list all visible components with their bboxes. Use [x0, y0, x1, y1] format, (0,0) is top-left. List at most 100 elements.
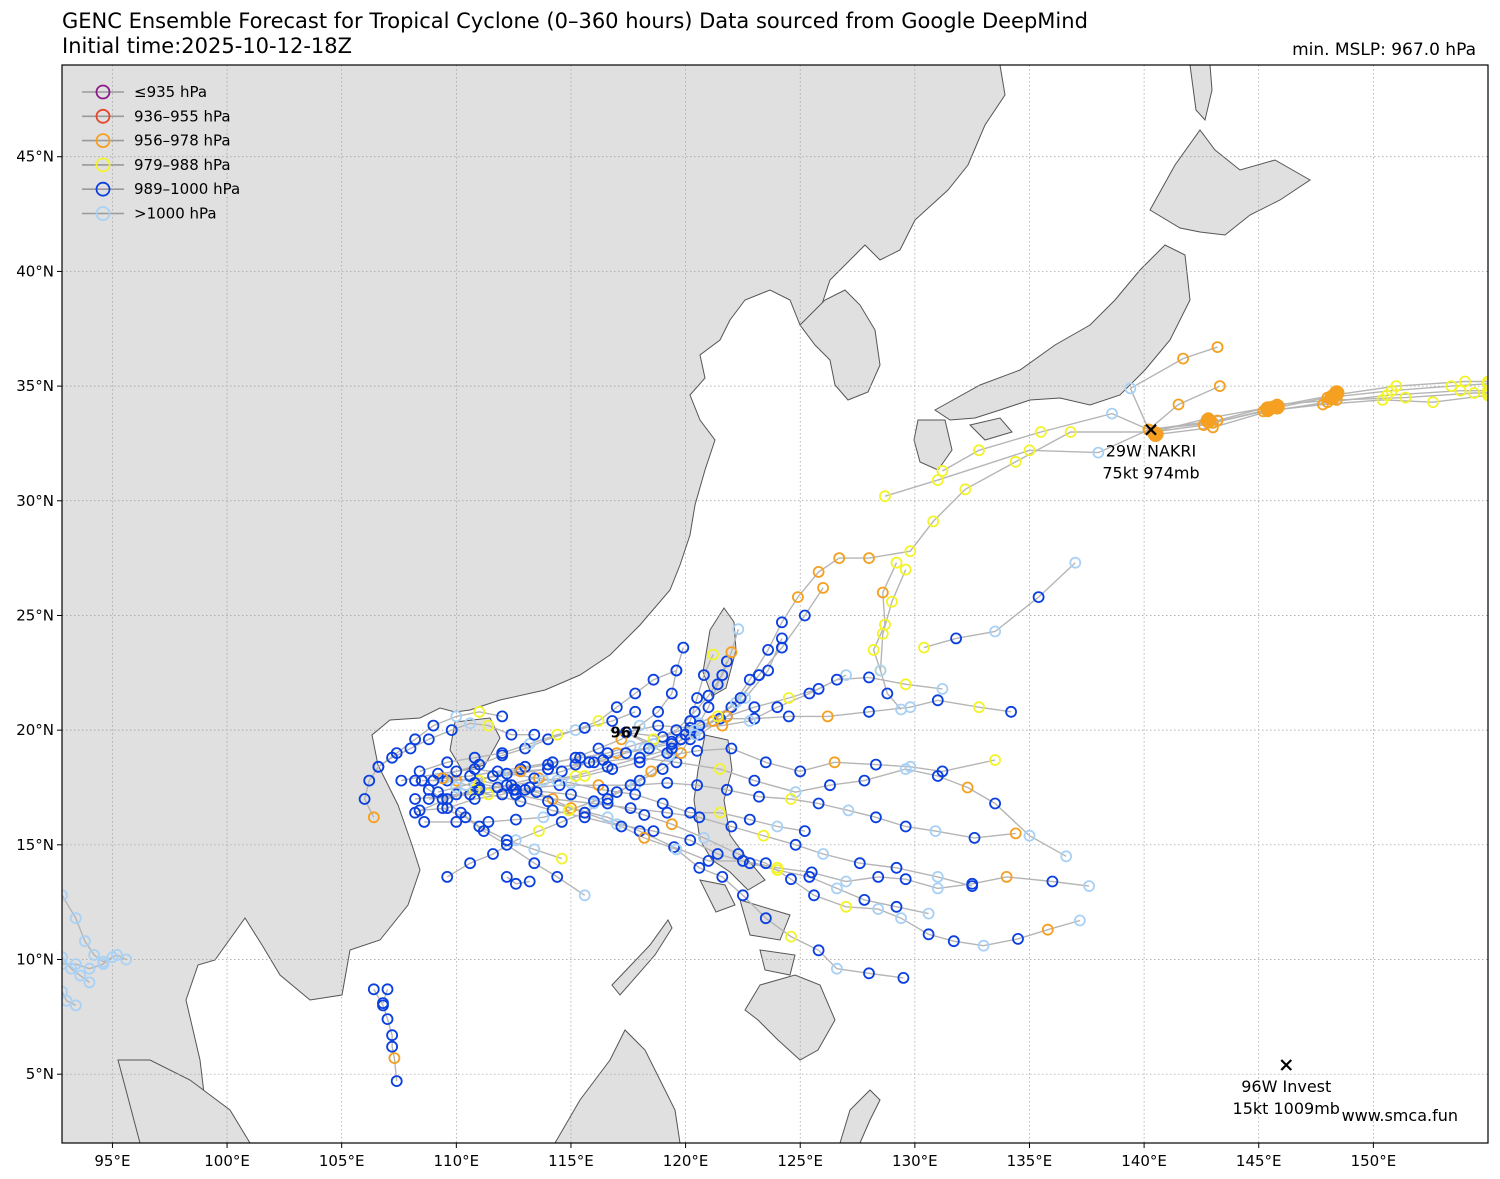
lon-tick-label: 105°E [319, 1152, 365, 1170]
land-shikoku [969, 417, 1013, 441]
track-point [514, 795, 527, 808]
track-point [1390, 380, 1403, 393]
track-point [1482, 389, 1488, 402]
track-point [931, 474, 944, 487]
track-point [702, 855, 715, 867]
track-point [897, 972, 910, 984]
min-mslp-label: min. MSLP: 967.0 hPa [1292, 40, 1476, 60]
land-sulawesi [839, 1089, 881, 1143]
land-borneo [554, 1029, 681, 1143]
track-point [578, 806, 591, 819]
track-point [879, 490, 891, 503]
legend-marker [95, 108, 111, 124]
track-point [693, 861, 706, 874]
lon-tick-label: 140°E [1121, 1152, 1167, 1170]
track-point [601, 793, 614, 805]
track-point [1023, 829, 1036, 842]
track-point [670, 756, 683, 769]
track-point [372, 760, 385, 773]
track-point [840, 900, 852, 913]
track-point [927, 515, 940, 528]
track-point [569, 751, 582, 764]
track-point [1023, 444, 1036, 457]
track-point [950, 632, 962, 645]
track-point [831, 962, 843, 975]
track-point [62, 994, 73, 1007]
track-point [771, 701, 784, 714]
land-asia-mainland [62, 65, 1006, 1143]
track-point [757, 829, 770, 842]
track-point [1459, 375, 1471, 388]
lon-tick-label: 120°E [663, 1152, 709, 1170]
track-point [450, 710, 463, 723]
lon-tick-label: 150°E [1351, 1152, 1397, 1170]
min-pressure-label: 967 [610, 723, 641, 741]
storm-label: 75kt 974mb [1102, 464, 1199, 483]
legend-label: 989–1000 hPa [134, 180, 240, 198]
track-point [863, 705, 875, 718]
track-point [881, 687, 894, 700]
track-point [441, 793, 454, 805]
track-point [863, 671, 875, 684]
track-point [899, 820, 912, 833]
track-point [645, 765, 658, 778]
track-point [620, 747, 632, 759]
track-point [1445, 380, 1458, 393]
track-point [748, 774, 761, 787]
track-point [62, 985, 68, 998]
track-point [959, 483, 972, 496]
track-point [441, 871, 454, 883]
track-point [890, 900, 903, 913]
track-point [473, 705, 486, 718]
track-point [785, 793, 797, 805]
track-point [647, 825, 660, 837]
track-point [97, 958, 110, 970]
track-point [714, 806, 726, 819]
track-point [663, 749, 676, 762]
ensemble-track [872, 562, 898, 671]
track-point [436, 793, 449, 805]
storm-label: 15kt 1009mb [1233, 1099, 1340, 1118]
track-point [656, 797, 669, 810]
track-point [759, 756, 772, 769]
lat-tick-label: 40°N [16, 262, 54, 280]
track-point [831, 673, 843, 686]
track-point [413, 804, 426, 817]
track-point [638, 809, 651, 821]
legend: ≤935 hPa 936–955 hPa 956–978 hPa 979–988 hP… [82, 83, 240, 223]
track-point [989, 797, 1001, 810]
track-point [762, 664, 774, 677]
track-point [629, 687, 642, 700]
track-point [468, 751, 481, 764]
track-point [1032, 591, 1045, 603]
lon-tick-label: 145°E [1236, 1152, 1282, 1170]
ensemble-track [923, 562, 1076, 649]
track-point [929, 825, 942, 837]
track-point [748, 701, 761, 714]
storm-center-marker [1145, 423, 1157, 436]
track-point [633, 719, 646, 732]
track-point [633, 774, 646, 787]
track-point [1035, 426, 1047, 438]
track-point [977, 939, 990, 952]
track-point [569, 758, 582, 771]
track-point [693, 728, 706, 741]
track-point [381, 983, 394, 996]
track-point [842, 804, 855, 817]
track-point [601, 811, 614, 824]
track-point [388, 1052, 401, 1064]
track-point [973, 701, 985, 714]
track-point [551, 774, 564, 787]
track-point [691, 779, 703, 792]
track-point [794, 765, 807, 778]
land-visayas [699, 879, 796, 976]
track-point [725, 646, 738, 659]
track-point [716, 719, 729, 732]
track-point [390, 747, 403, 759]
track-point [601, 797, 614, 810]
track-point [725, 742, 738, 755]
track-point [592, 715, 605, 727]
track-point [936, 683, 949, 695]
track-point [817, 582, 829, 594]
